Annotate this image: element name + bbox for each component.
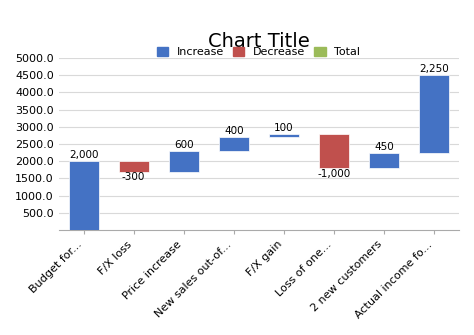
Text: 2,250: 2,250 — [419, 64, 449, 74]
Text: 450: 450 — [374, 142, 394, 152]
Bar — [269, 134, 299, 137]
Text: 600: 600 — [174, 140, 193, 150]
Bar — [219, 137, 249, 151]
Bar — [69, 161, 99, 230]
Bar — [419, 75, 449, 153]
Text: -1,000: -1,000 — [317, 169, 350, 179]
Bar — [169, 151, 199, 172]
Text: 400: 400 — [224, 126, 244, 136]
Bar — [118, 161, 149, 172]
Text: -300: -300 — [122, 172, 146, 182]
Title: Chart Title: Chart Title — [208, 32, 310, 51]
Text: 2,000: 2,000 — [69, 150, 99, 160]
Legend: Increase, Decrease, Total: Increase, Decrease, Total — [153, 43, 365, 62]
Bar — [369, 153, 399, 168]
Bar — [319, 134, 349, 168]
Text: 100: 100 — [274, 123, 293, 133]
